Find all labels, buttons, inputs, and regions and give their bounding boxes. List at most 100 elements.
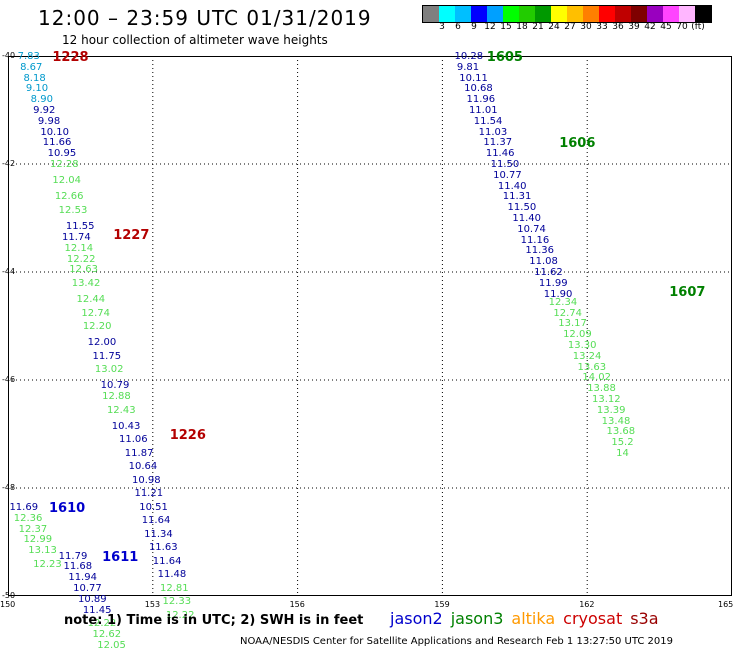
- wave-height-value: 11.40: [497, 180, 527, 192]
- wave-height-value: 11.64: [152, 555, 182, 567]
- wave-height-value: 11.68: [63, 561, 93, 573]
- satellite-legend: jason2 jason3 altika cryosat s3a: [390, 609, 667, 628]
- wave-height-value: 11.94: [68, 572, 97, 584]
- color-swatch: [615, 6, 631, 22]
- color-swatch: [631, 6, 647, 22]
- wave-height-value: 12.22: [87, 618, 117, 629]
- legend-jason3: jason3: [450, 609, 504, 628]
- color-swatch: [647, 6, 663, 22]
- wave-height-value: 12.04: [52, 175, 82, 187]
- wave-height-value: 12.20: [82, 321, 112, 332]
- wave-height-value: 11.45: [82, 604, 112, 616]
- wave-height-value: 12.99: [23, 534, 53, 546]
- color-scale-label: 15: [500, 22, 512, 32]
- wave-height-value: 11.64: [141, 515, 171, 527]
- wave-height-value: 13.02: [94, 364, 124, 376]
- wave-height-value: 11.79: [58, 550, 88, 562]
- color-scale-label: 12: [484, 22, 496, 32]
- wave-height-value: 9.92: [33, 105, 56, 116]
- wave-height-value: 11.50: [507, 202, 537, 214]
- latitude-label: -44: [2, 267, 16, 276]
- wave-height-value: 11.55: [65, 221, 95, 233]
- color-scale-label: 36: [612, 22, 624, 32]
- longitude-label: 159: [434, 600, 450, 609]
- wave-height-value: 12.22: [165, 609, 195, 621]
- color-scale-label: 9: [471, 22, 477, 32]
- wave-height-value: 10.89: [77, 593, 107, 605]
- wave-height-value: 10.43: [111, 420, 141, 432]
- wave-height-value: 12.74: [553, 307, 583, 319]
- wave-height-value: 10.68: [464, 83, 493, 95]
- color-swatch: [503, 6, 519, 22]
- wave-height-value: 9.81: [456, 61, 480, 73]
- wave-height-value: 13.63: [577, 361, 607, 373]
- longitude-label: 162: [579, 600, 595, 609]
- color-scale-label: (ft): [691, 22, 705, 32]
- map-title: 12:00 – 23:59 UTC 01/31/2019: [38, 6, 372, 30]
- wave-height-value: 11.69: [9, 501, 39, 513]
- wave-height-value: 11.87: [124, 447, 154, 459]
- wave-height-value: 12.22: [66, 253, 96, 265]
- color-swatch: [519, 6, 535, 22]
- wave-height-value: 10.74: [517, 223, 546, 235]
- color-scale-label: 24: [548, 22, 560, 32]
- wave-height-value: 12.37: [18, 523, 48, 535]
- wave-height-value: 12.23: [33, 558, 62, 570]
- color-scale-bar: [422, 5, 712, 23]
- wave-height-value: 13.42: [71, 277, 101, 289]
- wave-height-value: 11.62: [534, 267, 563, 278]
- wave-height-value: 11.37: [483, 137, 513, 149]
- color-scale-label: 3: [439, 22, 445, 32]
- wave-height-value: 12.34: [548, 296, 578, 308]
- color-scale-label: 27: [564, 22, 576, 32]
- color-swatch: [567, 6, 583, 22]
- wave-height-value: 11.40: [512, 213, 542, 224]
- legend-jason2: jason2: [390, 609, 443, 628]
- credit-line: NOAA/NESDIS Center for Satellite Applica…: [240, 636, 673, 647]
- wave-height-value: 13.30: [567, 339, 597, 351]
- wave-height-value: 12.14: [64, 242, 94, 254]
- color-swatch: [439, 6, 455, 22]
- wave-height-value: 11.31: [502, 191, 532, 203]
- wave-height-value: 11.90: [543, 288, 573, 300]
- color-swatch: [551, 6, 567, 22]
- color-scale-label: 18: [516, 22, 528, 32]
- pass-number-label: 1610: [49, 500, 86, 516]
- longitude-label: 165: [718, 600, 734, 609]
- units-note: note: 1) Time is in UTC; 2) SWH is in fe…: [64, 613, 364, 628]
- wave-height-value: 11.34: [144, 528, 173, 540]
- color-scale-label: 70: [676, 22, 688, 32]
- wave-height-value: 12.00: [87, 337, 117, 349]
- wave-height-value: 12.63: [69, 264, 98, 276]
- legend-cryosat: cryosat: [563, 609, 623, 628]
- wave-height-value: 13.48: [601, 415, 631, 427]
- color-swatch: [487, 6, 503, 22]
- color-swatch: [583, 6, 599, 22]
- wave-height-value: 10.28: [454, 51, 484, 62]
- wave-height-value: 11.99: [538, 277, 568, 289]
- longitude-label: 156: [289, 600, 305, 609]
- wave-height-value: 12.81: [160, 582, 189, 594]
- wave-height-value: 8.67: [20, 61, 43, 73]
- wave-height-value: 11.66: [42, 137, 72, 149]
- color-swatch: [599, 6, 615, 22]
- pass-number-label: 1607: [669, 284, 706, 300]
- wave-height-value: 9.10: [25, 83, 49, 95]
- color-swatch: [679, 6, 695, 22]
- wave-height-value: 11.46: [485, 148, 515, 160]
- wave-height-value: 11.63: [148, 542, 178, 554]
- wave-height-value: 12.09: [563, 329, 592, 341]
- map-frame: [8, 56, 732, 596]
- color-scale-label: 45: [660, 22, 672, 32]
- wave-height-value: 13.88: [587, 383, 616, 395]
- wave-height-value: 10.98: [132, 474, 161, 486]
- wave-height-value: 12.88: [102, 391, 131, 403]
- wave-height-value: 10.77: [493, 169, 522, 181]
- color-swatch: [455, 6, 471, 22]
- color-swatch: [663, 6, 679, 22]
- wave-height-value: 11.48: [157, 569, 187, 581]
- wave-height-value: 10.11: [459, 72, 488, 84]
- pass-number-label: 1606: [559, 136, 596, 152]
- wave-height-value: 11.08: [529, 256, 558, 268]
- wave-height-value: 8.90: [30, 94, 53, 106]
